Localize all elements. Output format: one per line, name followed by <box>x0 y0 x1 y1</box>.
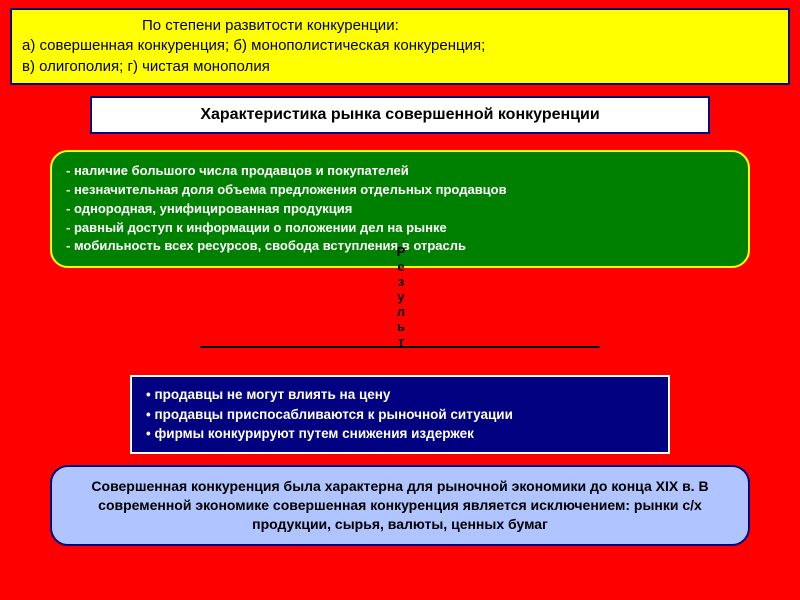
competition-types-box: По степени развитости конкуренции: а) со… <box>10 8 790 85</box>
result-vertical-label: Р е з у л ь т <box>394 245 408 350</box>
navy-item-3: • фирмы конкурируют путем снижения издер… <box>146 424 654 444</box>
green-item-1: - наличие большого числа продавцов и пок… <box>66 162 734 181</box>
yellow-line3: в) олигополия; г) чистая монополия <box>22 57 778 77</box>
navy-item-1: • продавцы не могут влиять на цену <box>146 385 654 405</box>
yellow-line1: По степени развитости конкуренции: <box>22 16 778 36</box>
green-item-4: - равный доступ к информации о положении… <box>66 219 734 238</box>
section-title: Характеристика рынка совершенной конкуре… <box>90 96 710 134</box>
divider-line <box>200 346 600 348</box>
navy-item-2: • продавцы приспосабливаются к рыночной … <box>146 405 654 425</box>
green-item-2: - незначительная доля объема предложения… <box>66 181 734 200</box>
yellow-line2: а) совершенная конкуренция; б) монополис… <box>22 36 778 56</box>
results-box: • продавцы не могут влиять на цену • про… <box>130 375 670 454</box>
historical-note-box: Совершенная конкуренция была характерна … <box>50 465 750 546</box>
green-item-3: - однородная, унифицированная продукция <box>66 200 734 219</box>
